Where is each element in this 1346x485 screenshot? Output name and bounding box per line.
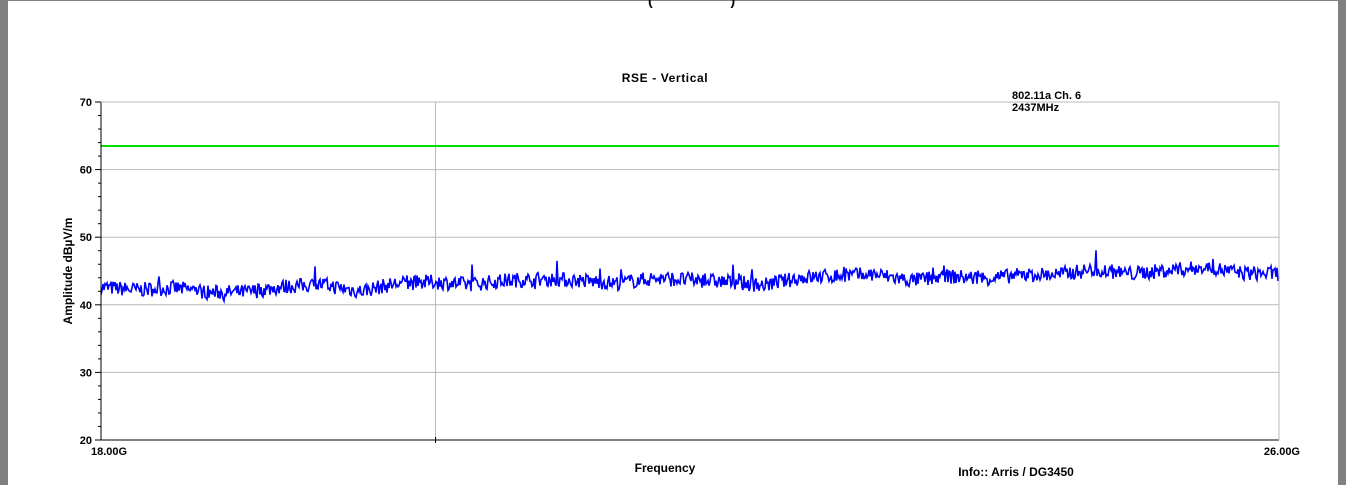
text-layer: RSE - Vertical 802.11a Ch. 6 2437MHz Fre… (61, 71, 1081, 479)
y-tick-label-70: 70 (80, 97, 92, 109)
annotation-line-2: 2437MHz (1012, 102, 1060, 114)
annotation-line-1: 802.11a Ch. 6 (1012, 90, 1081, 102)
cropped-header-text: ( ) (648, 0, 736, 8)
grid-layer (101, 102, 1279, 440)
series-layer (100, 144, 1280, 305)
axes-layer: 20 30 40 50 60 70 18.00G 26.00G (80, 97, 1300, 458)
y-tick-label-50: 50 (80, 232, 92, 244)
y-tick-label-20: 20 (80, 435, 92, 447)
x-axis-label: Frequency (635, 461, 696, 475)
y-axis-label: Amplitude dBµV/m (61, 218, 75, 325)
y-tick-label-40: 40 (80, 300, 92, 312)
x-tick-label-1: 26.00G (1264, 446, 1300, 458)
series-trace (100, 250, 1280, 305)
x-tick-label-0: 18.00G (91, 446, 127, 458)
chart-title: RSE - Vertical (622, 71, 708, 85)
y-tick-label-30: 30 (80, 367, 92, 379)
info-label: Info:: Arris / DG3450 (958, 465, 1074, 479)
y-tick-label-60: 60 (80, 165, 92, 177)
